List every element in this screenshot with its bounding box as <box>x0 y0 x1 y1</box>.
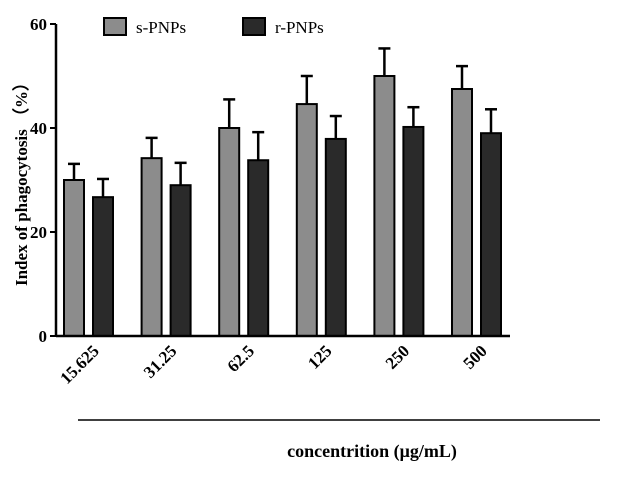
x-tick-label: 15.625 <box>56 341 102 387</box>
bar-s-PNPs-250 <box>373 75 396 337</box>
bar-r-PNPs-500 <box>480 132 502 337</box>
bars <box>63 47 502 337</box>
legend: s-PNPs r-PNPs <box>103 17 324 37</box>
x-tick-label: 31.25 <box>140 341 180 381</box>
legend-swatch <box>103 17 127 36</box>
y-axis: 0 20 40 60 <box>30 15 58 346</box>
x-axis-label: concentrition (μg/mL) <box>287 441 457 462</box>
bar-s-PNPs-31.25 <box>140 157 163 337</box>
legend-item-r-PNPs: r-PNPs <box>242 17 324 37</box>
legend-label: s-PNPs <box>136 18 186 37</box>
bar-r-PNPs-125 <box>324 137 347 337</box>
bar-r-PNPs-31.25 <box>169 184 192 337</box>
y-tick-label: 40 <box>30 119 47 138</box>
x-tick-label: 250 <box>382 341 413 372</box>
bar-s-PNPs-62.5 <box>218 127 241 337</box>
x-tick-label: 500 <box>459 341 490 372</box>
x-tick-label: 62.5 <box>224 341 258 375</box>
y-tick-label: 0 <box>39 327 48 346</box>
bar-r-PNPs-15.625 <box>92 196 114 337</box>
x-axis: 15.625 31.25 62.5 125 250 500 <box>56 334 510 388</box>
x-tick-label: 125 <box>304 341 335 372</box>
legend-item-s-PNPs: s-PNPs <box>103 17 186 37</box>
legend-swatch <box>242 17 266 36</box>
y-tick-label: 20 <box>30 223 47 242</box>
bar-s-PNPs-500 <box>451 88 473 337</box>
bar-s-PNPs-15.625 <box>63 179 85 337</box>
y-axis-label: Index of phagocytosis （%） <box>11 74 31 286</box>
legend-label: r-PNPs <box>275 18 324 37</box>
y-tick-label: 60 <box>30 15 47 34</box>
bar-r-PNPs-62.5 <box>247 159 270 337</box>
bar-r-PNPs-250 <box>402 125 425 337</box>
bar-s-PNPs-125 <box>295 103 318 337</box>
